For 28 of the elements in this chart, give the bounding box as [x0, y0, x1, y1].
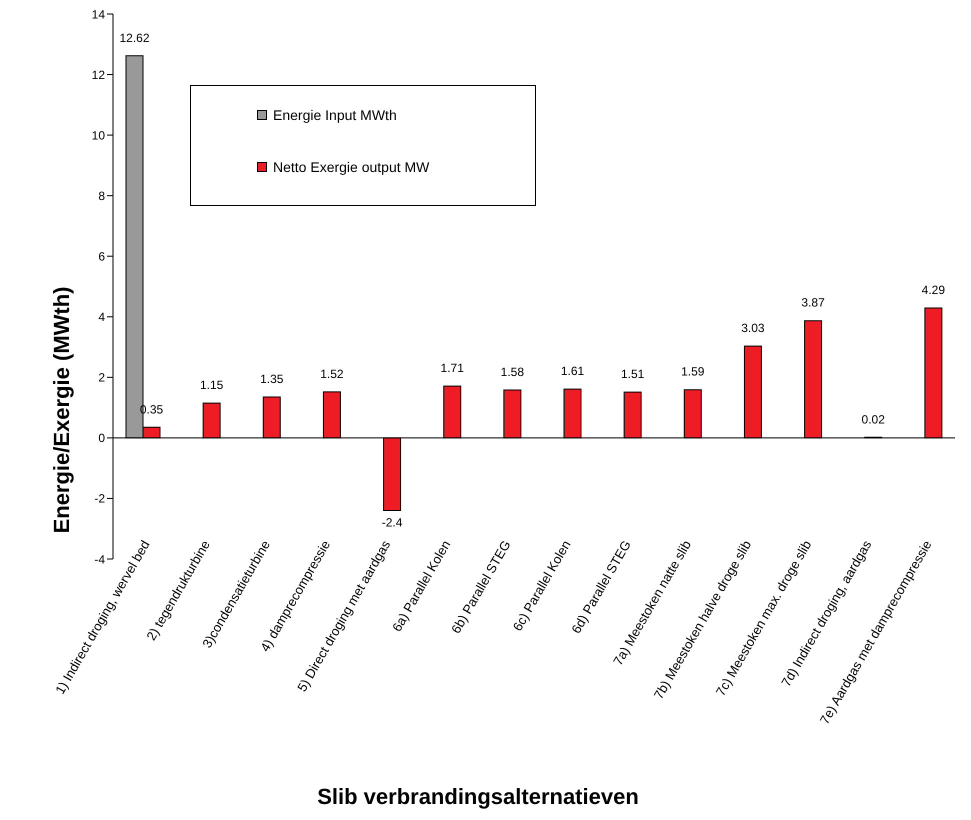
data-label: 1.61 [560, 364, 584, 378]
y-tick-label: 6 [98, 249, 106, 264]
data-label: 3.03 [741, 321, 765, 336]
legend-label: Energie Input MWth [273, 107, 397, 123]
y-tick-label: -2 [94, 492, 106, 506]
y-tick-label: 2 [98, 370, 106, 385]
data-label: 3.87 [801, 296, 826, 310]
data-label: -2.4 [382, 516, 403, 530]
data-label: 4.29 [922, 282, 946, 297]
y-tick-label: 12 [92, 68, 106, 82]
y-tick-label: 8 [98, 188, 106, 203]
y-axis-title: Energie/Exergie (MWth) [48, 286, 74, 534]
y-tick-label: -4 [94, 552, 106, 566]
data-label: 1.59 [681, 364, 705, 379]
y-tick-label: 0 [98, 431, 106, 446]
data-label: 12.62 [119, 30, 150, 45]
legend-label: Netto Exergie output MW [273, 159, 430, 175]
data-label: 1.58 [500, 365, 524, 380]
data-label: 0.02 [862, 412, 886, 426]
data-label: 1.71 [440, 361, 464, 376]
y-tick-label: 14 [92, 7, 106, 22]
y-tick-label: 10 [92, 128, 106, 142]
data-label: 1.15 [200, 378, 224, 392]
y-tick-label: 4 [98, 310, 106, 324]
data-label: 1.52 [320, 366, 344, 381]
x-axis-title: Slib verbrandingsalternatieven [316, 784, 640, 810]
data-label: 1.51 [620, 367, 645, 382]
data-label: 1.35 [260, 372, 284, 386]
